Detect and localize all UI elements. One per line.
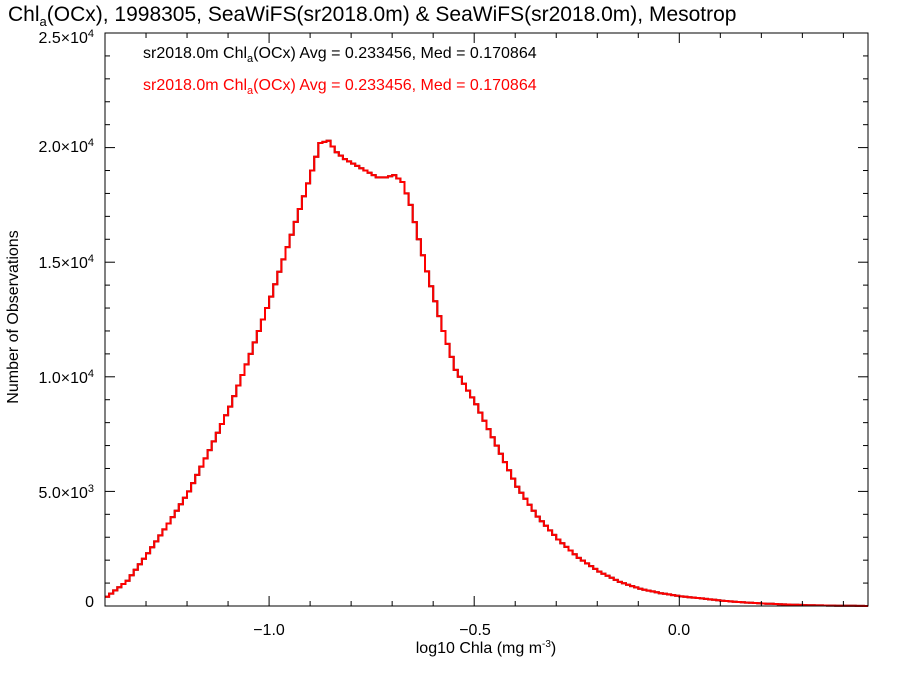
y-tick-exponent: 4 xyxy=(87,28,94,40)
x-tick-label-neg05: −0.5 xyxy=(459,622,491,639)
title-subscript: a xyxy=(39,14,47,29)
y-tick-label-10000: 1.0×104 xyxy=(38,368,94,388)
series-layer xyxy=(105,139,868,607)
y-tick-exponent: 4 xyxy=(87,253,94,265)
chart-title: Chla(OCx), 1998305, SeaWiFS(sr2018.0m) &… xyxy=(8,2,737,28)
y-tick-label-0: 0 xyxy=(85,594,94,612)
y-tick-exponent: 4 xyxy=(87,137,94,149)
y-tick-exponent: 3 xyxy=(87,483,94,495)
x-tick-label-neg1: −1.0 xyxy=(253,622,285,639)
y-tick-mantissa: 5.0×10 xyxy=(38,485,88,502)
legend-text: (OCx) Avg = 0.233456, Med = 0.170864 xyxy=(253,45,537,62)
legend-entry-red: sr2018.0m Chla(OCx) Avg = 0.233456, Med … xyxy=(143,76,537,97)
y-tick-label-20000: 2.0×104 xyxy=(38,137,94,157)
x-tick-label-0: 0.0 xyxy=(667,622,691,639)
histogram-series-1 xyxy=(105,139,868,607)
x-axis-label-text: log10 Chla (mg m xyxy=(415,640,543,657)
title-prefix: Chl xyxy=(8,3,40,26)
legend-subscript: a xyxy=(247,85,254,97)
histogram-series-2 xyxy=(105,139,868,607)
plot-frame xyxy=(104,32,869,607)
y-tick-mantissa: 0 xyxy=(85,594,94,611)
legend-subscript: a xyxy=(247,53,254,65)
y-tick-label-5000: 5.0×103 xyxy=(38,483,94,503)
legend-prefix: sr2018.0m Chl xyxy=(143,77,248,94)
legend-prefix: sr2018.0m Chl xyxy=(143,45,248,62)
x-axis-label-superscript: -3 xyxy=(542,639,551,650)
x-axis-label: log10 Chla (mg m-3) xyxy=(416,640,557,658)
legend-text: (OCx) Avg = 0.233456, Med = 0.170864 xyxy=(253,77,537,94)
y-tick-mantissa: 1.5×10 xyxy=(38,255,88,272)
y-tick-mantissa: 2.0×10 xyxy=(38,139,88,156)
y-tick-exponent: 4 xyxy=(87,368,94,380)
y-tick-label-15000: 1.5×104 xyxy=(38,253,94,273)
legend-entry-black: sr2018.0m Chla(OCx) Avg = 0.233456, Med … xyxy=(143,44,537,65)
y-axis-label: Number of Observations xyxy=(5,230,22,404)
y-tick-label-25000: 2.5×104 xyxy=(38,28,94,48)
title-rest: (OCx), 1998305, SeaWiFS(sr2018.0m) & Sea… xyxy=(46,3,737,26)
x-axis-label-suffix: ) xyxy=(550,640,557,657)
tick-layer xyxy=(104,32,868,607)
y-tick-mantissa: 1.0×10 xyxy=(38,370,88,387)
y-tick-mantissa: 2.5×10 xyxy=(38,30,88,47)
